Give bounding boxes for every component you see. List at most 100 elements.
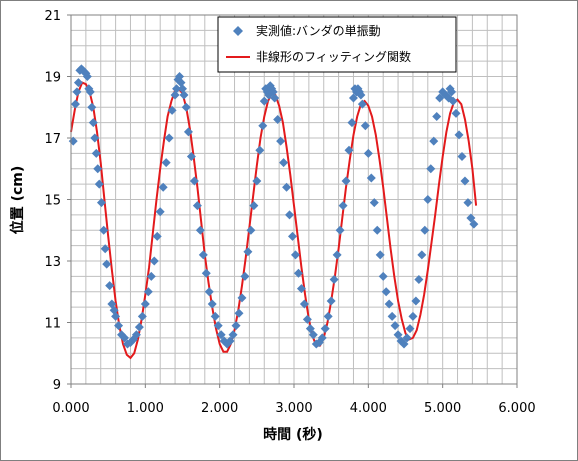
data-point bbox=[270, 93, 280, 103]
y-tick-label: 15 bbox=[44, 194, 61, 209]
data-point bbox=[290, 250, 300, 260]
data-point bbox=[378, 271, 388, 281]
data-point bbox=[469, 219, 479, 229]
data-point bbox=[195, 225, 205, 235]
data-point bbox=[320, 324, 330, 334]
data-point bbox=[90, 133, 100, 143]
data-point bbox=[167, 105, 177, 115]
data-point bbox=[85, 87, 95, 97]
data-point bbox=[192, 201, 202, 211]
data-point bbox=[140, 299, 150, 309]
data-point bbox=[73, 78, 83, 88]
data-point bbox=[356, 90, 366, 100]
data-point bbox=[466, 213, 476, 223]
data-point bbox=[308, 330, 318, 340]
data-point bbox=[335, 225, 345, 235]
data-points-group bbox=[68, 64, 479, 349]
data-point bbox=[201, 268, 211, 278]
data-point bbox=[146, 271, 156, 281]
data-point bbox=[120, 333, 130, 343]
data-point bbox=[100, 244, 110, 254]
data-point bbox=[405, 324, 415, 334]
data-point bbox=[114, 321, 124, 331]
data-point bbox=[454, 130, 464, 140]
data-point bbox=[414, 274, 424, 284]
data-point bbox=[305, 324, 315, 334]
data-point bbox=[179, 90, 189, 100]
data-point bbox=[299, 299, 309, 309]
data-point bbox=[348, 93, 358, 103]
data-point bbox=[149, 256, 159, 266]
data-point bbox=[175, 72, 185, 81]
legend-label-fit: 非線形のフィッティング関数 bbox=[256, 49, 411, 64]
x-tick-label: 6.000 bbox=[498, 401, 535, 416]
data-point bbox=[176, 78, 186, 88]
data-point bbox=[186, 151, 196, 161]
data-point bbox=[93, 164, 103, 174]
x-tick-label: 1.000 bbox=[127, 401, 164, 416]
data-point bbox=[393, 330, 403, 340]
data-point bbox=[109, 305, 119, 315]
legend-box bbox=[217, 16, 457, 73]
data-point bbox=[326, 296, 336, 306]
data-point bbox=[341, 176, 351, 186]
data-point bbox=[390, 321, 400, 331]
data-point bbox=[143, 287, 153, 297]
data-point bbox=[255, 145, 265, 155]
data-point bbox=[246, 225, 256, 235]
data-point bbox=[448, 96, 458, 106]
x-tick-label: 5.000 bbox=[424, 401, 461, 416]
data-point bbox=[216, 330, 226, 340]
x-tick-label: 3.000 bbox=[275, 401, 312, 416]
data-point bbox=[347, 118, 357, 128]
data-point bbox=[172, 84, 182, 94]
data-point bbox=[237, 293, 247, 303]
legend-marker-diamond bbox=[233, 26, 243, 36]
y-tick-label: 13 bbox=[44, 255, 61, 270]
data-point bbox=[423, 195, 433, 204]
data-point bbox=[399, 339, 409, 349]
x-tick-label: 0.000 bbox=[52, 401, 89, 416]
data-point bbox=[329, 274, 339, 284]
data-point bbox=[210, 311, 220, 321]
x-tick-labels: 0.000 1.000 2.000 3.000 4.000 5.000 6.000 bbox=[52, 401, 535, 416]
data-point bbox=[96, 198, 106, 208]
data-point bbox=[411, 296, 421, 306]
data-point bbox=[207, 299, 217, 309]
data-point bbox=[357, 99, 367, 109]
data-point bbox=[134, 322, 144, 332]
data-point bbox=[332, 250, 342, 260]
data-point bbox=[198, 250, 208, 260]
data-point bbox=[240, 271, 250, 281]
data-point bbox=[231, 321, 241, 331]
data-point bbox=[258, 121, 268, 131]
data-point bbox=[94, 179, 104, 189]
data-point bbox=[384, 299, 394, 309]
data-point bbox=[170, 90, 180, 100]
data-point bbox=[402, 333, 412, 343]
data-point bbox=[189, 176, 199, 186]
data-point bbox=[429, 136, 439, 146]
data-point bbox=[369, 198, 379, 208]
data-point bbox=[293, 268, 303, 278]
data-point bbox=[296, 284, 306, 294]
data-point bbox=[344, 145, 354, 155]
y-tick-label: 21 bbox=[44, 9, 61, 24]
data-point bbox=[252, 176, 262, 186]
data-point bbox=[131, 330, 141, 340]
data-point bbox=[288, 231, 298, 241]
y-tick-label: 11 bbox=[44, 317, 61, 332]
data-point bbox=[366, 173, 376, 183]
legend: 実測値:バンダの単振動 非線形のフィッティング関数 bbox=[217, 16, 457, 73]
data-point bbox=[137, 311, 147, 321]
data-point bbox=[249, 201, 259, 211]
x-axis-title: 時間 (秒) bbox=[263, 426, 323, 443]
data-point bbox=[213, 321, 223, 331]
data-point bbox=[225, 336, 235, 346]
y-tick-labels: 9 11 13 15 17 19 21 bbox=[44, 9, 61, 393]
data-point bbox=[460, 176, 470, 186]
data-point bbox=[161, 158, 171, 168]
data-point bbox=[360, 121, 370, 131]
y-axis-title: 位置 (cm) bbox=[9, 166, 26, 235]
